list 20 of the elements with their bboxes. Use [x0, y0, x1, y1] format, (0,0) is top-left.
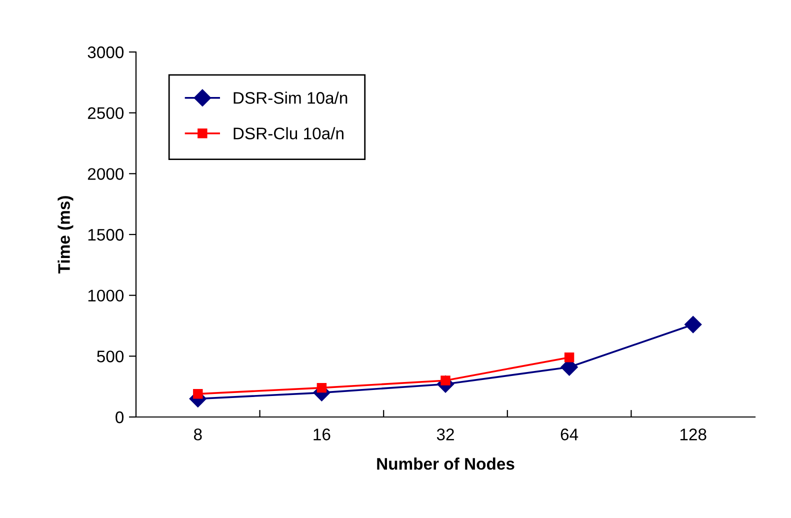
y-tick-label: 1000: [88, 290, 124, 302]
legend-label: DSR-Clu 10a/n: [234, 127, 344, 140]
x-tick-label: 128: [680, 428, 706, 440]
point: [316, 382, 327, 393]
legend-label: DSR-Sim 10a/n: [234, 92, 348, 104]
y-tick-label: 2000: [88, 168, 124, 180]
y-tick-label: 500: [97, 350, 124, 362]
point: [684, 316, 702, 334]
y-tick-label: 2500: [88, 107, 124, 120]
y-axis-title: Time (ms): [58, 196, 74, 274]
point: [564, 352, 574, 362]
point: [193, 389, 203, 399]
x-tick-label: 64: [560, 428, 578, 440]
x-tick-label: 16: [314, 428, 330, 440]
y-tick-label: 3000: [88, 46, 124, 58]
x-axis-title: Number of Nodes: [377, 458, 514, 470]
y-tick-label: 1500: [88, 228, 124, 241]
x-tick-label: 32: [436, 428, 454, 440]
y-tick-label: 0: [116, 411, 124, 424]
x-tick-label: 8: [194, 428, 202, 440]
